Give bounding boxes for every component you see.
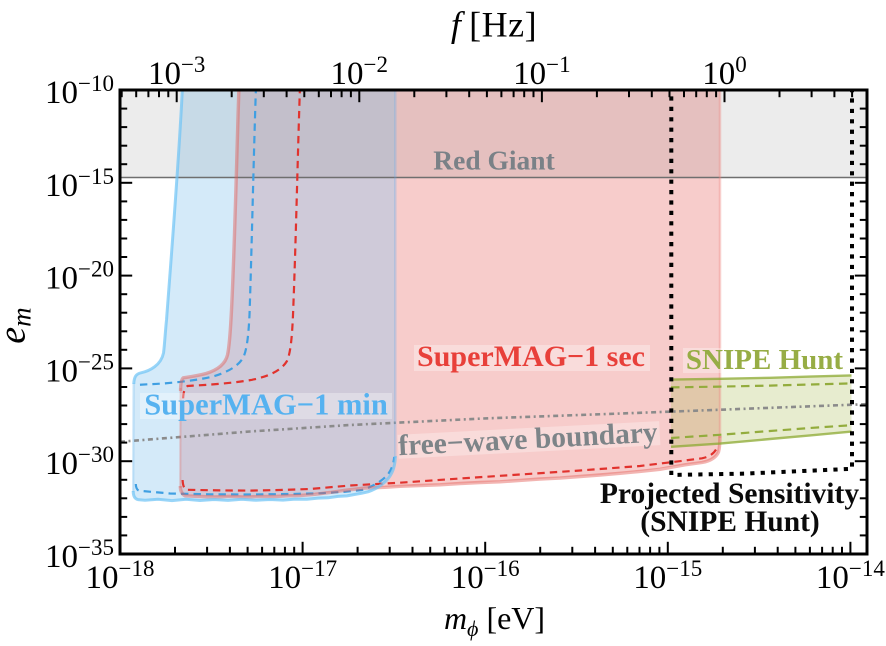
- svg-text:f [Hz]: f [Hz]: [451, 5, 537, 45]
- svg-text:SNIPE Hunt: SNIPE Hunt: [686, 344, 843, 376]
- svg-text:Projected Sensitivity: Projected Sensitivity: [600, 478, 859, 510]
- svg-text:em: em: [0, 307, 37, 343]
- svg-text:Red Giant: Red Giant: [433, 145, 555, 176]
- svg-text:SuperMAG−1 sec: SuperMAG−1 sec: [417, 340, 645, 373]
- svg-text:SuperMAG−1 min: SuperMAG−1 min: [144, 388, 388, 422]
- svg-text:(SNIPE Hunt): (SNIPE Hunt): [640, 506, 820, 538]
- svg-text:mϕ [eV]: mϕ [eV]: [444, 600, 545, 641]
- svg-text:10−16: 10−16: [451, 556, 520, 596]
